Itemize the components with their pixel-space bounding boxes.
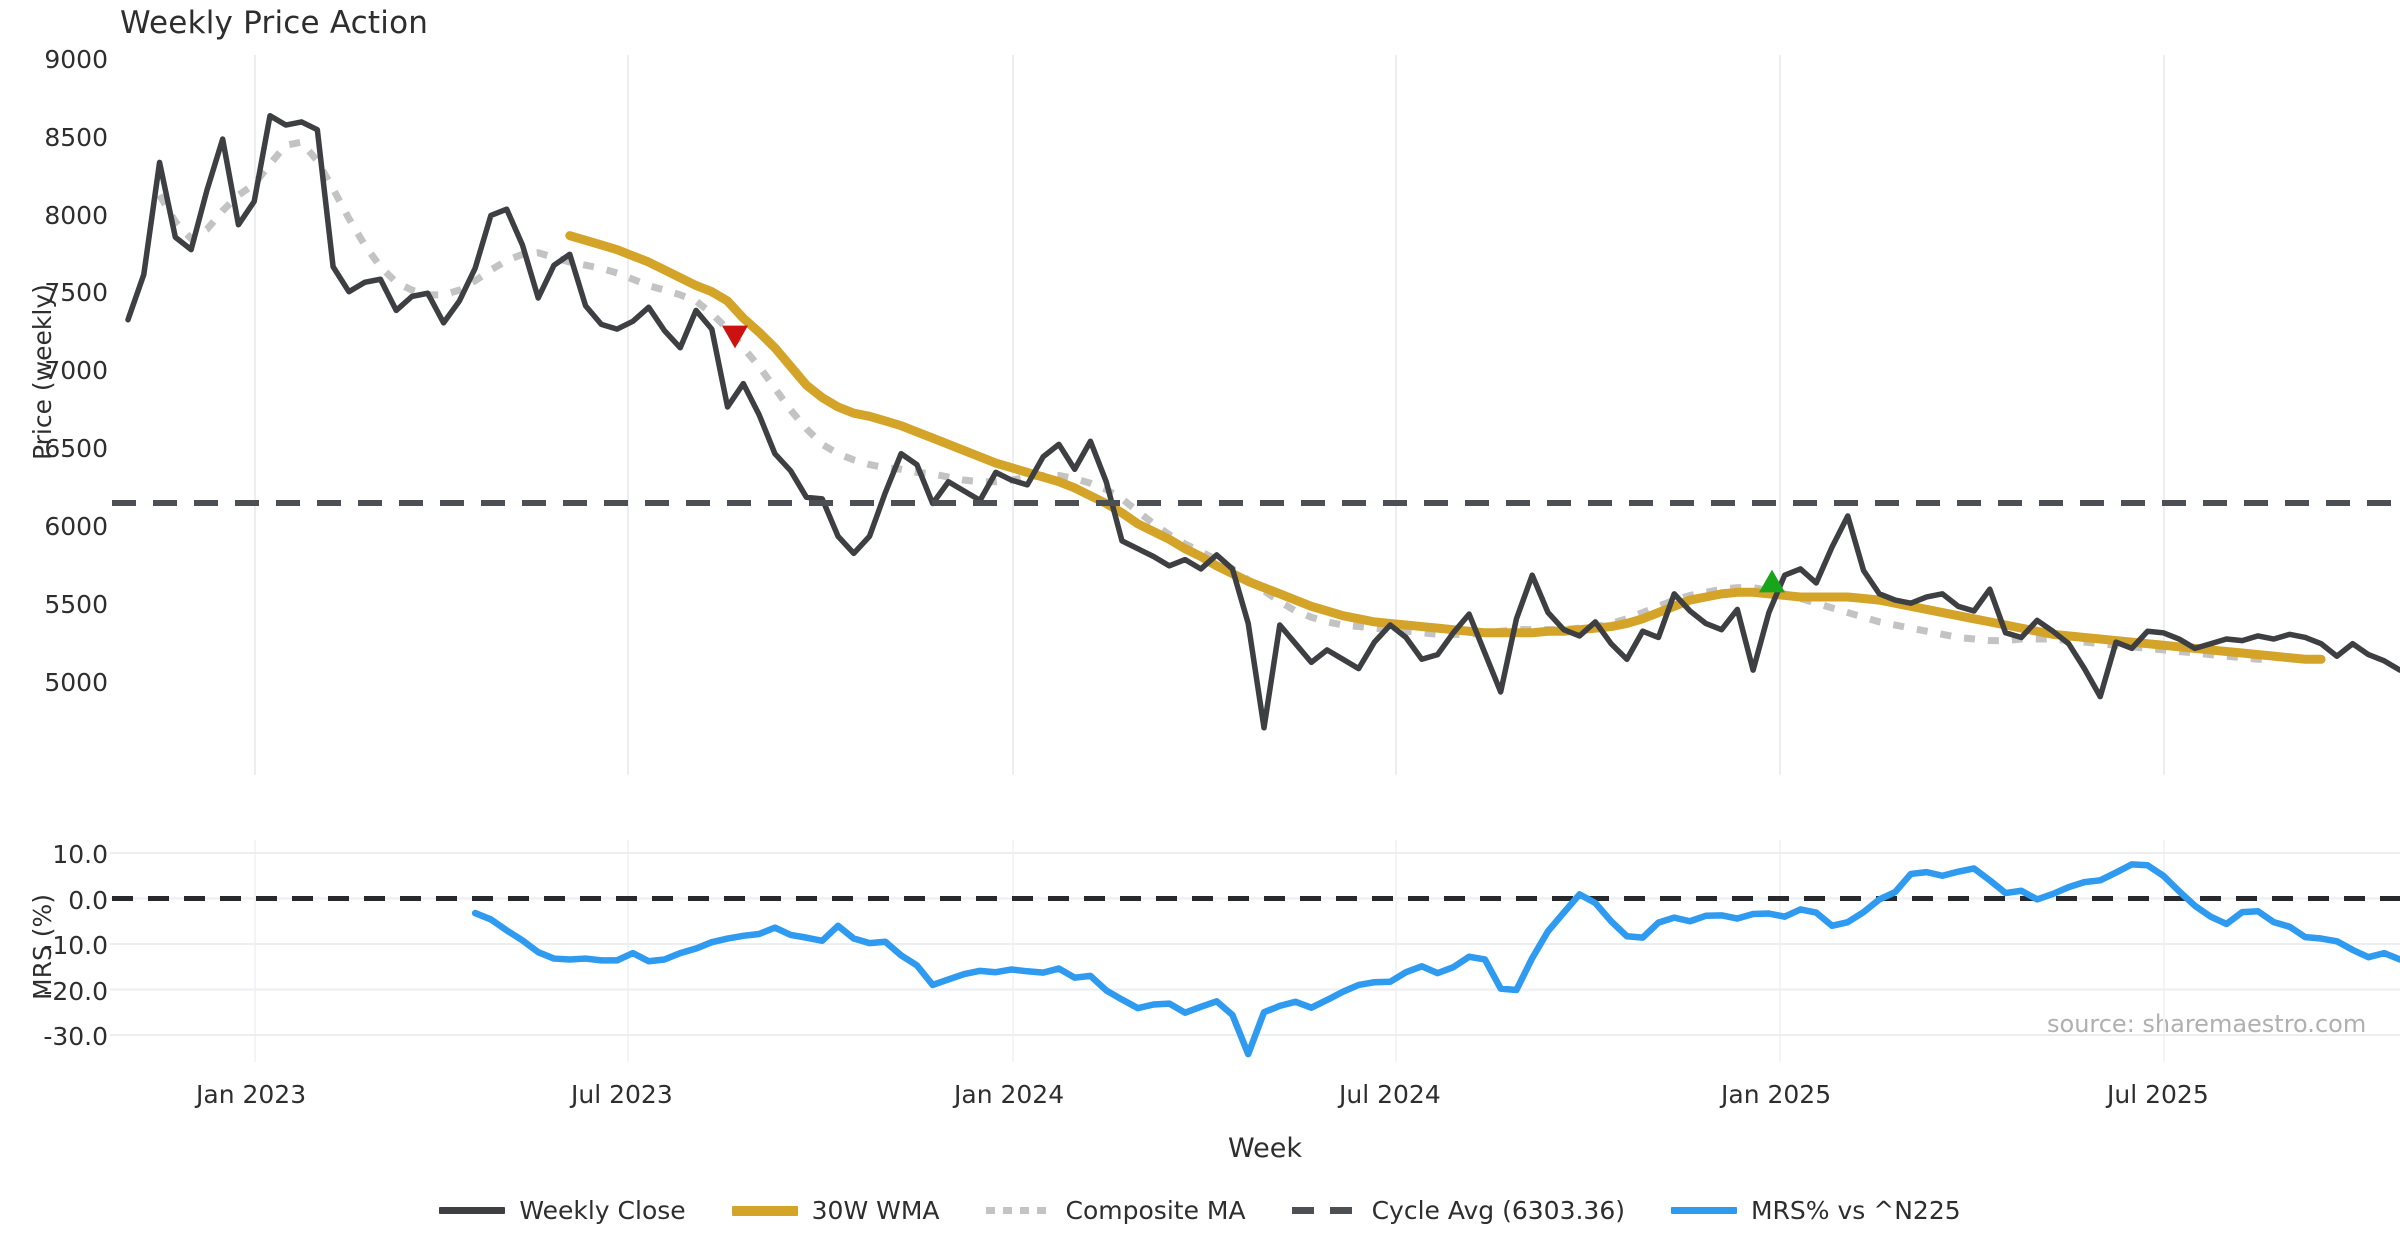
legend-item-weekly-close[interactable]: Weekly Close — [439, 1196, 686, 1225]
legend-label-weekly-close: Weekly Close — [519, 1196, 686, 1225]
source-watermark: source: sharemaestro.com — [2047, 1010, 2367, 1038]
mrs-ytick-neg20: -20.0 — [43, 977, 108, 1006]
legend-item-mrs[interactable]: MRS% vs ^N225 — [1670, 1196, 1961, 1225]
price-ytick-7000: 7000 — [44, 356, 108, 385]
sell-marker — [722, 325, 748, 349]
xtick-jan-2024: Jan 2024 — [954, 1080, 1065, 1109]
legend-label-composite-ma: Composite MA — [1065, 1196, 1246, 1225]
buy-marker — [1759, 569, 1785, 593]
mrs-ytick-neg10: -10.0 — [43, 931, 108, 960]
price-ytick-6000: 6000 — [44, 512, 108, 541]
xtick-jan-2025: Jan 2025 — [1721, 1080, 1832, 1109]
xtick-jul-2025: Jul 2025 — [2107, 1080, 2209, 1109]
mrs-ytick-10: 10.0 — [52, 840, 108, 869]
price-ytick-5500: 5500 — [44, 590, 108, 619]
price-ytick-6500: 6500 — [44, 434, 108, 463]
xtick-jan-2023: Jan 2023 — [196, 1080, 307, 1109]
chart-legend: Weekly Close 30W WMA Composite MA Cycle … — [0, 1196, 2400, 1225]
xtick-jul-2024: Jul 2024 — [1339, 1080, 1441, 1109]
legend-item-30w-wma[interactable]: 30W WMA — [731, 1196, 940, 1225]
price-ytick-5000: 5000 — [44, 668, 108, 697]
legend-swatch-cycle-avg — [1291, 1207, 1358, 1214]
legend-swatch-30w-wma — [731, 1205, 798, 1216]
legend-swatch-weekly-close — [439, 1207, 506, 1214]
price-ytick-7500: 7500 — [44, 278, 108, 307]
legend-swatch-composite-ma — [985, 1207, 1052, 1214]
legend-item-cycle-avg[interactable]: Cycle Avg (6303.36) — [1291, 1196, 1625, 1225]
x-axis-label: Week — [1228, 1133, 1302, 1164]
legend-label-mrs: MRS% vs ^N225 — [1750, 1196, 1961, 1225]
xtick-jul-2023: Jul 2023 — [571, 1080, 673, 1109]
price-ytick-8000: 8000 — [44, 201, 108, 230]
price-ytick-8500: 8500 — [44, 123, 108, 152]
legend-item-composite-ma[interactable]: Composite MA — [985, 1196, 1246, 1225]
price-ytick-9000: 9000 — [44, 45, 108, 74]
mrs-ytick-neg30: -30.0 — [43, 1022, 108, 1051]
chart-title: Weekly Price Action — [120, 5, 429, 41]
legend-label-30w-wma: 30W WMA — [811, 1196, 940, 1225]
legend-label-cycle-avg: Cycle Avg (6303.36) — [1371, 1196, 1625, 1225]
mrs-ytick-0: 0.0 — [68, 886, 108, 915]
legend-swatch-mrs — [1670, 1207, 1737, 1214]
